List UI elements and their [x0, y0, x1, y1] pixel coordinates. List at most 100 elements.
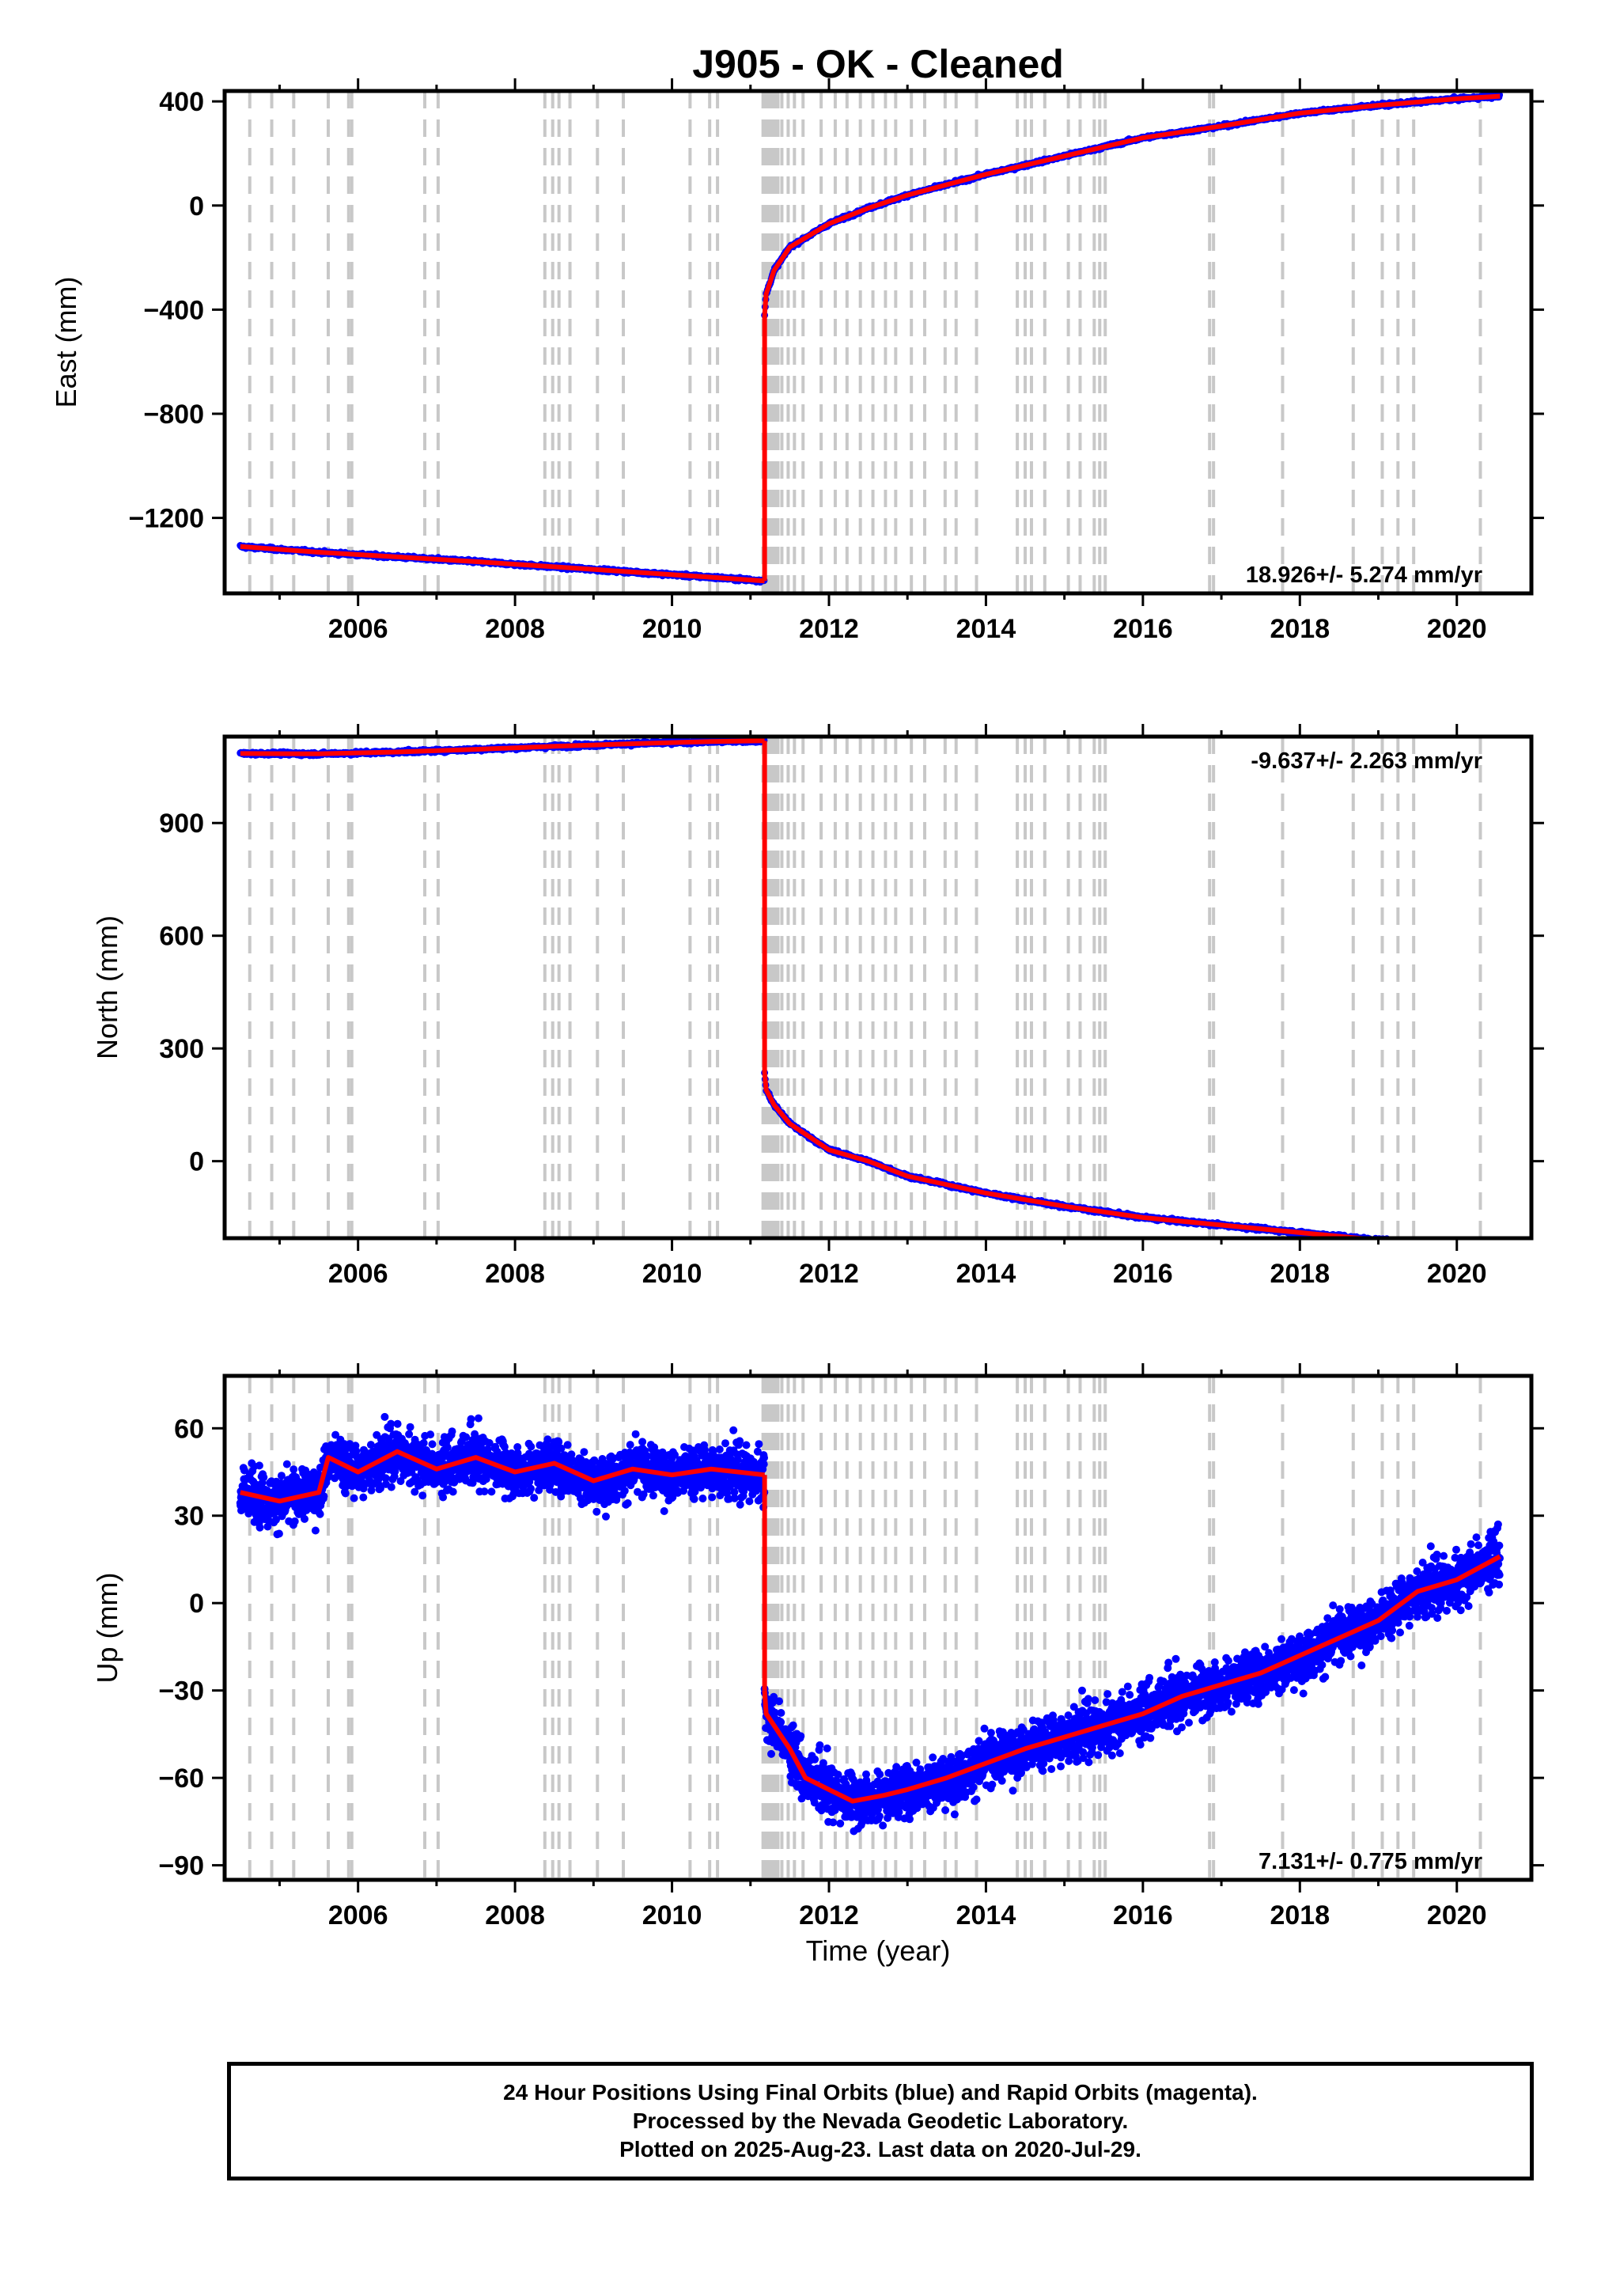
data-point [1476, 1241, 1483, 1248]
data-point [1479, 1241, 1486, 1248]
data-point [1441, 1241, 1448, 1248]
data-point [1430, 1239, 1437, 1246]
data-point [1474, 1241, 1481, 1248]
data-point [1446, 1241, 1453, 1248]
data-point [1467, 1241, 1474, 1248]
data-point [1425, 1240, 1433, 1247]
y-tick-label: 900 [159, 809, 204, 839]
y-tick-label: 0 [189, 191, 204, 222]
data-point [1448, 1240, 1455, 1247]
data-point [1437, 1239, 1444, 1246]
data-point [1468, 1241, 1475, 1248]
data-point [1493, 1241, 1501, 1248]
panel-3: 2006 2008 2010 2012 2014 2016 2018 202060300−30… [91, 1363, 1544, 1930]
data-point [1461, 1241, 1468, 1248]
data-point [1491, 1242, 1498, 1249]
data-point [1420, 1240, 1427, 1247]
data-point [1448, 1240, 1455, 1247]
data-point [1474, 1242, 1482, 1249]
data-point [1423, 1239, 1430, 1246]
data-point [1463, 1241, 1470, 1248]
data-point [1444, 1240, 1451, 1247]
data-point [255, 1523, 264, 1532]
data-point [1480, 1241, 1487, 1248]
data-point [1433, 1240, 1440, 1247]
x-tick-label: 2010 [642, 614, 702, 644]
y-tick-label: 600 [159, 922, 204, 952]
data-point [1489, 1241, 1496, 1248]
data-point [1418, 1241, 1425, 1248]
data-point [255, 1461, 263, 1470]
data-point [1440, 1241, 1448, 1248]
data-point [1471, 1241, 1478, 1248]
data-point [1417, 1240, 1424, 1247]
y-tick-label: −1200 [129, 504, 205, 534]
data-point [1444, 1239, 1451, 1246]
data-point [1463, 1241, 1470, 1248]
data-point [1483, 1240, 1490, 1247]
panel-frame [222, 734, 1534, 1241]
data-point [1490, 1241, 1497, 1248]
data-point [1480, 1241, 1487, 1248]
data-point [1466, 1240, 1473, 1247]
data-point [1489, 1241, 1497, 1248]
data-point [1409, 1240, 1416, 1247]
data-point [1418, 1240, 1425, 1247]
x-tick-label: 2006 [328, 614, 388, 644]
panel-2: 2006 2008 2010 2012 2014 2016 2018 202090060030… [91, 724, 1544, 1289]
x-tick-label: 2012 [799, 614, 859, 644]
x-tick-label: 2008 [485, 1259, 545, 1289]
x-tick-label: 2006 [328, 1259, 388, 1289]
data-point [1473, 1240, 1480, 1247]
data-point [1470, 1241, 1478, 1248]
rate-label: 18.926+/- 5.274 mm/yr [1246, 563, 1482, 588]
data-point [1482, 1240, 1489, 1247]
data-point [1492, 1241, 1499, 1248]
data-point [1478, 1241, 1485, 1248]
data-point [1440, 1240, 1447, 1247]
x-tick-label: 2018 [1270, 614, 1330, 644]
model-line [240, 544, 765, 584]
data-point [1487, 1241, 1494, 1248]
data-point [1467, 1241, 1474, 1248]
data-point [1496, 1240, 1503, 1247]
data-point [1444, 1240, 1451, 1247]
data-point [1448, 1240, 1455, 1247]
y-tick-label: −400 [143, 295, 204, 325]
data-point [277, 1472, 286, 1480]
data-point [1486, 1241, 1493, 1248]
data-point [1478, 1241, 1486, 1248]
panel-1: 2006 2008 2010 2012 2014 2016 2018 20204000−400… [50, 78, 1544, 644]
data-point [1435, 1240, 1442, 1247]
data-point [1433, 1240, 1440, 1247]
data-point [1429, 1240, 1436, 1247]
data-point [1484, 1241, 1491, 1248]
panel-frame [222, 89, 1534, 596]
data-point [1477, 1241, 1484, 1248]
data-point [1436, 1241, 1443, 1248]
y-tick-label: 0 [189, 1147, 204, 1177]
plot-area [237, 737, 1503, 1249]
data-point [1436, 1240, 1444, 1247]
y-axis-label: East (mm) [50, 277, 82, 408]
data-point [1421, 1240, 1429, 1247]
data-point [1459, 1241, 1466, 1248]
chart-title: J905 - OK - Cleaned [692, 42, 1064, 86]
data-point [1482, 1241, 1489, 1248]
data-point [1472, 1241, 1479, 1248]
model-line [762, 93, 1501, 316]
data-point [1457, 1241, 1464, 1248]
x-tick-label: 2014 [956, 614, 1016, 644]
data-point [1481, 1242, 1488, 1249]
data-point [1475, 1241, 1482, 1248]
data-point [1464, 1241, 1471, 1248]
model-line [240, 738, 765, 756]
data-point [1493, 1241, 1501, 1248]
data-point [1495, 1240, 1502, 1247]
data-point [1486, 1242, 1493, 1249]
data-point [1468, 1241, 1475, 1248]
data-point [1441, 1239, 1448, 1246]
y-tick-label: −800 [143, 400, 204, 430]
rate-label: -9.637+/- 2.263 mm/yr [1251, 748, 1482, 774]
data-point [1493, 1242, 1500, 1249]
